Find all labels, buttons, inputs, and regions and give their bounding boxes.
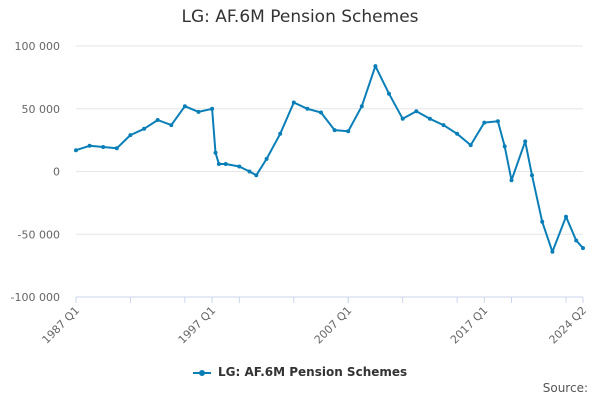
data-point (332, 128, 337, 133)
data-point (530, 173, 534, 178)
series-line (75, 65, 584, 253)
data-point (523, 139, 528, 144)
x-tick-label: 1987 Q1 (40, 304, 83, 347)
data-point (359, 104, 364, 109)
data-point (213, 150, 218, 155)
data-point (540, 219, 545, 224)
data-point (223, 162, 228, 166)
data-point (182, 104, 187, 109)
data-point (169, 123, 174, 128)
data-point (468, 143, 473, 148)
data-point (346, 129, 351, 134)
data-point (87, 143, 92, 148)
data-point (509, 178, 514, 183)
data-point (196, 109, 201, 114)
series-layer (74, 64, 585, 254)
data-point (495, 119, 500, 124)
data-point (550, 249, 555, 254)
chart-title: LG: AF.6M Pension Schemes (181, 7, 419, 27)
grid-lines (76, 45, 583, 298)
x-tick-label: 2007 Q1 (312, 304, 355, 347)
data-point (264, 156, 269, 161)
data-point (441, 123, 446, 128)
data-point (400, 116, 405, 121)
x-tick-label: 2024 Q2 (547, 304, 590, 347)
data-point (305, 106, 310, 111)
data-point (101, 145, 106, 149)
data-point (128, 133, 133, 138)
data-point (142, 126, 147, 131)
data-point (155, 118, 160, 122)
data-point (564, 214, 568, 219)
data-point (427, 116, 432, 121)
y-tick-label: -100 000 (11, 291, 60, 304)
data-point (455, 131, 460, 136)
x-tick-label: 1997 Q1 (176, 304, 219, 347)
data-point (574, 238, 579, 243)
data-point (237, 164, 242, 169)
data-point (254, 173, 259, 178)
x-tick-label: 2017 Q1 (448, 304, 491, 347)
data-point (291, 100, 296, 105)
source-label: Source: (542, 381, 588, 395)
data-point (502, 144, 507, 149)
data-point (74, 148, 78, 153)
data-point (216, 162, 221, 166)
y-tick-label: 100 000 (15, 40, 61, 53)
data-point (414, 109, 419, 114)
data-point (319, 110, 323, 115)
data-point (581, 246, 585, 251)
data-point (373, 64, 378, 69)
legend-label: LG: AF.6M Pension Schemes (218, 365, 408, 379)
data-point (247, 169, 252, 174)
data-point (387, 91, 391, 96)
y-tick-label: 50 000 (22, 103, 61, 116)
legend[interactable]: LG: AF.6M Pension Schemes (0, 365, 600, 379)
y-tick-label: -50 000 (18, 228, 60, 241)
legend-line-marker-icon (192, 368, 211, 378)
data-point (278, 131, 283, 136)
data-point (114, 146, 119, 151)
data-point (210, 106, 215, 111)
y-tick-label: 0 (53, 166, 60, 179)
data-point (482, 120, 487, 125)
